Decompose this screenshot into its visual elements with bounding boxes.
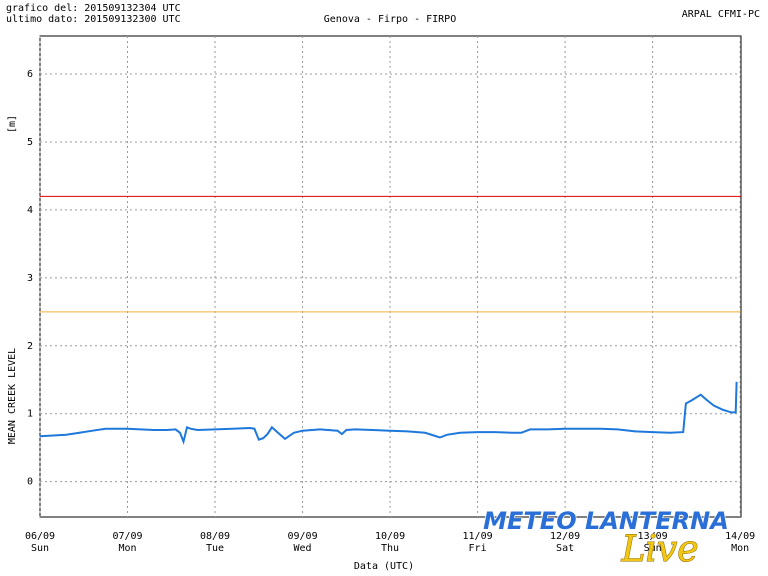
x-tick-weekday: Sun xyxy=(31,543,49,554)
y-unit: [m] xyxy=(7,115,18,133)
x-tick-weekday: Mon xyxy=(731,543,749,554)
y-tick-label: 5 xyxy=(27,137,33,148)
x-tick-weekday: Sat xyxy=(556,543,574,554)
x-tick-weekday: Sun xyxy=(644,543,662,554)
x-tick-label: 10/09 xyxy=(375,531,405,542)
chart-title: Genova - Firpo - FIRPO xyxy=(324,14,456,25)
y-axis-label: MEAN CREEK LEVEL xyxy=(7,348,18,444)
x-tick-label: 09/09 xyxy=(287,531,317,542)
x-tick-weekday: Wed xyxy=(294,543,312,554)
x-tick-label: 08/09 xyxy=(200,531,230,542)
issued: grafico del: 201509132304 UTC xyxy=(6,3,181,14)
x-tick-label: 06/09 xyxy=(25,531,55,542)
y-tick-label: 0 xyxy=(27,477,33,488)
x-tick-label: 11/09 xyxy=(463,531,493,542)
watermark-title: METEO LANTERNA xyxy=(483,507,729,535)
y-tick-label: 6 xyxy=(27,69,33,80)
source: ARPAL CFMI-PC xyxy=(682,9,760,20)
x-tick-weekday: Mon xyxy=(118,543,136,554)
y-tick-label: 1 xyxy=(27,409,33,420)
y-tick-label: 3 xyxy=(27,273,33,284)
x-tick-label: 14/09 xyxy=(725,531,755,542)
y-tick-label: 4 xyxy=(27,205,33,216)
x-tick-label: 07/09 xyxy=(112,531,142,542)
data-line xyxy=(39,381,738,445)
x-tick-label: 12/09 xyxy=(550,531,580,542)
x-tick-weekday: Thu xyxy=(381,543,399,554)
x-axis-label: Data (UTC) xyxy=(354,561,414,572)
watermark-subtitle: Live xyxy=(620,529,698,570)
x-tick-weekday: Tue xyxy=(206,543,224,554)
x-tick-weekday: Fri xyxy=(469,543,487,554)
last-data: ultimo dato: 201509132300 UTC xyxy=(6,14,181,25)
x-tick-label: 13/09 xyxy=(638,531,668,542)
y-tick-label: 2 xyxy=(27,341,33,352)
